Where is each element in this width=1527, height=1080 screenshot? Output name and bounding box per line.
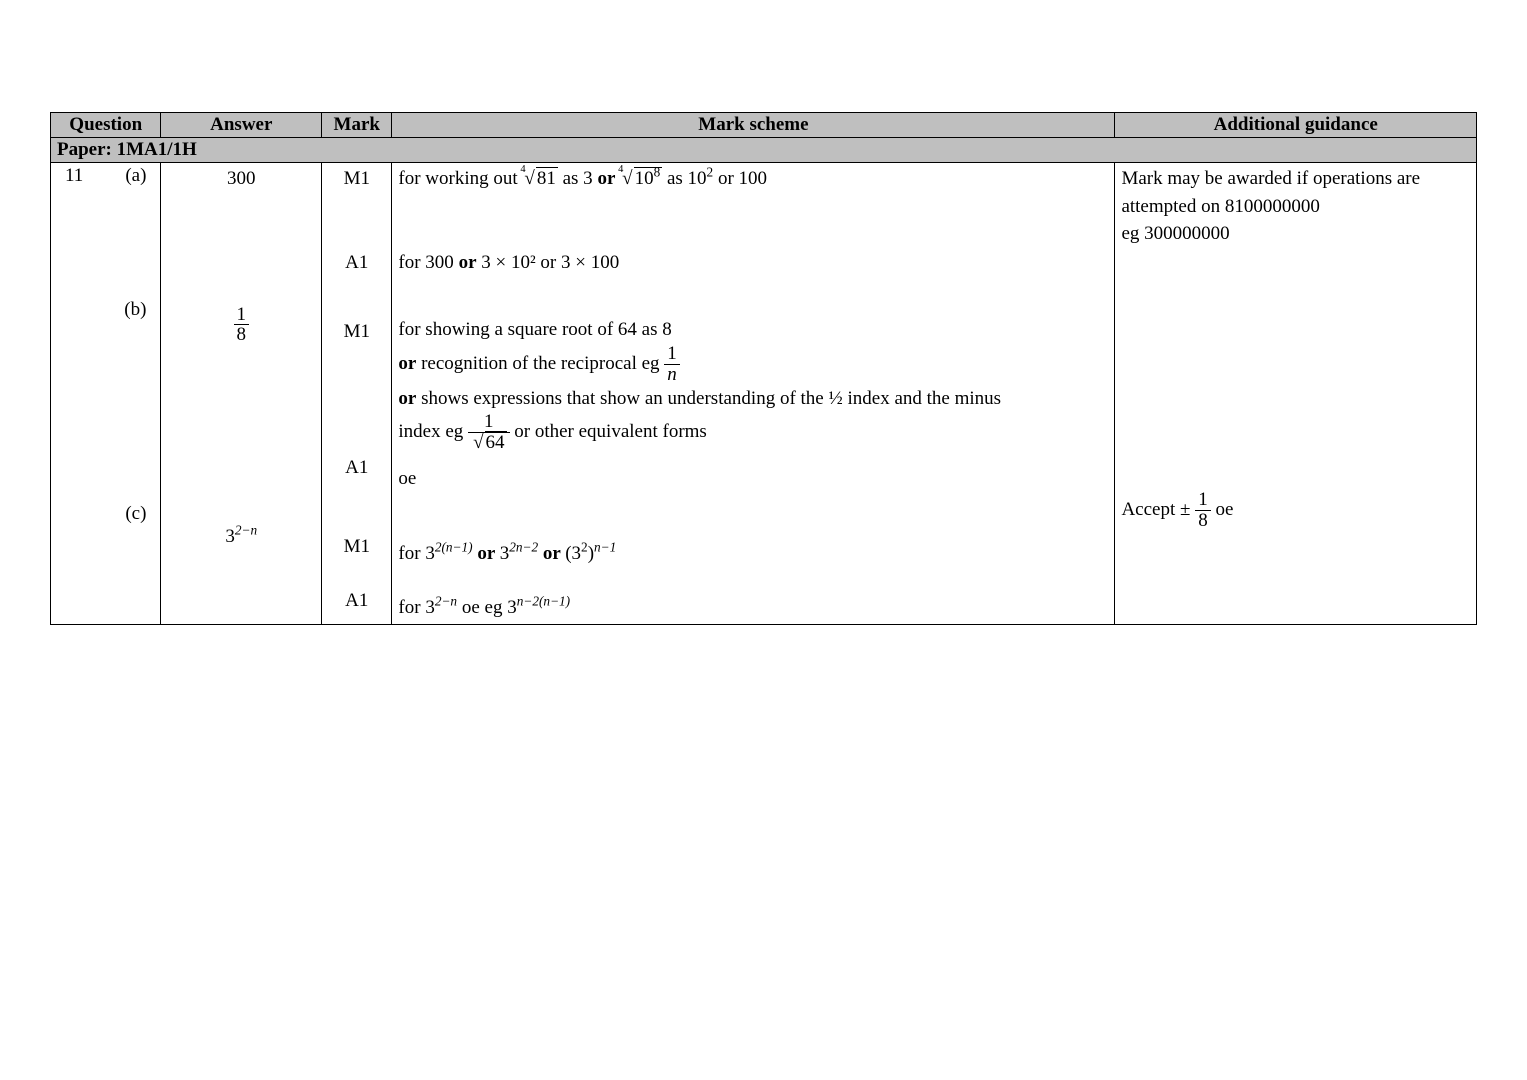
radicand: 81: [536, 167, 558, 189]
radicand: 64: [485, 431, 507, 453]
answer-cell: 300 1 8 32−n: [161, 163, 322, 625]
base: 3: [507, 597, 517, 618]
den: 8: [1195, 510, 1211, 531]
bold-or: or: [398, 388, 416, 409]
question-number: 11: [65, 165, 83, 187]
part-label-b: (b): [124, 299, 146, 321]
scheme-b-a1: oe: [398, 465, 1108, 493]
text: shows expressions that show an understan…: [421, 388, 1001, 409]
text: 3 × 10² or 3 × 100: [481, 252, 619, 273]
text: for working out: [398, 168, 522, 189]
exp: n−2(n−1): [517, 594, 570, 609]
frac-1-n: 1 n: [664, 344, 680, 385]
table-row: 11 (a) (b) (c) 300 1 8: [51, 163, 1477, 625]
answer-b-den: 8: [234, 324, 250, 345]
mark-a-m1: M1: [328, 165, 385, 193]
text: oe eg: [462, 597, 507, 618]
bold-or: or: [597, 168, 615, 189]
bold-or: or: [459, 252, 477, 273]
scheme-b-m1: for showing a square root of 64 as 8 or …: [398, 316, 1108, 453]
text: for showing a square root of 64 as 8: [398, 316, 1108, 344]
header-scheme: Mark scheme: [392, 113, 1115, 138]
sqrt-64: √64: [471, 433, 506, 453]
scheme-a-a1: for 300 or 3 × 10² or 3 × 100: [398, 249, 1108, 277]
guidance-b: Accept ± 1 8 oe: [1121, 490, 1470, 531]
mark-b-a1: A1: [328, 454, 385, 482]
num: 1: [468, 412, 509, 432]
guidance-a: Mark may be awarded if operations are at…: [1121, 165, 1470, 248]
frac-1-root64: 1 √64: [468, 412, 509, 453]
answer-a: 300: [167, 165, 315, 193]
header-guidance: Additional guidance: [1115, 113, 1477, 138]
inner-exp: 2: [581, 540, 588, 555]
page: Paper: 1MA1/1H Question Answer Mark Mark…: [0, 0, 1527, 1080]
mark-c-m1: M1: [328, 533, 385, 561]
outer-exp: n−1: [594, 540, 616, 555]
text: as 3: [563, 168, 598, 189]
frac-1-8: 1 8: [1195, 490, 1211, 531]
mark-c-a1: A1: [328, 587, 385, 615]
radicand-base: 10: [635, 168, 654, 189]
base: 3: [425, 543, 435, 564]
mark-scheme-table: Paper: 1MA1/1H Question Answer Mark Mark…: [50, 112, 1477, 625]
scheme-a-m1: for working out 4√81 as 3 or 4√108 as 10…: [398, 165, 1108, 193]
answer-b: 1 8: [167, 305, 315, 346]
answer-c-exp: 2−n: [235, 523, 257, 538]
guidance-cell: Mark may be awarded if operations are at…: [1115, 163, 1477, 625]
base: 3: [425, 597, 435, 618]
answer-c-base: 3: [225, 526, 235, 547]
part-label-c: (c): [125, 503, 146, 525]
bold-or: or: [477, 543, 499, 564]
text: or other equivalent forms: [514, 421, 707, 442]
exp: 2(n−1): [435, 540, 473, 555]
text: oe: [1215, 498, 1233, 519]
text: for 300: [398, 252, 458, 273]
header-answer: Answer: [161, 113, 322, 138]
bold-or: or: [398, 352, 416, 373]
bold-or: or: [543, 543, 565, 564]
text: as 10: [667, 168, 707, 189]
fourth-root-10-8: 4√108: [620, 165, 662, 193]
base: 3: [500, 543, 510, 564]
exp: 2n−2: [509, 540, 538, 555]
text: for: [398, 597, 425, 618]
fourth-root-81: 4√81: [522, 165, 557, 193]
answer-c: 32−n: [167, 523, 315, 551]
num: 1: [1195, 490, 1211, 510]
header-mark: Mark: [322, 113, 392, 138]
scheme-c-a1: for 32−n oe eg 3n−2(n−1): [398, 594, 1108, 622]
text: for: [398, 543, 425, 564]
mark-b-m1: M1: [328, 318, 385, 346]
den: n: [664, 364, 680, 385]
root-degree: 4: [520, 162, 525, 177]
scheme-c-m1: for 32(n−1) or 32n−2 or (32)n−1: [398, 540, 1108, 568]
num: 1: [664, 344, 680, 364]
part-label-a: (a): [125, 165, 146, 187]
header-question: Question: [51, 113, 161, 138]
mark-a-a1: A1: [328, 249, 385, 277]
plus-minus: ±: [1180, 498, 1190, 519]
radicand-exp: 8: [654, 165, 661, 180]
text: recognition of the reciprocal eg: [421, 352, 664, 373]
question-cell: 11 (a) (b) (c): [51, 163, 161, 625]
exp: 2: [707, 165, 714, 180]
root-degree: 4: [618, 162, 623, 177]
text: or 100: [718, 168, 767, 189]
paper-title: Paper: 1MA1/1H: [51, 138, 1477, 163]
text: Accept: [1121, 498, 1180, 519]
exp: 2−n: [435, 594, 457, 609]
scheme-cell: for working out 4√81 as 3 or 4√108 as 10…: [392, 163, 1115, 625]
mark-cell: M1 A1 M1 A1 M1 A1: [322, 163, 392, 625]
answer-b-num: 1: [234, 305, 250, 325]
inner-base: 3: [572, 543, 582, 564]
text: index eg: [398, 421, 468, 442]
